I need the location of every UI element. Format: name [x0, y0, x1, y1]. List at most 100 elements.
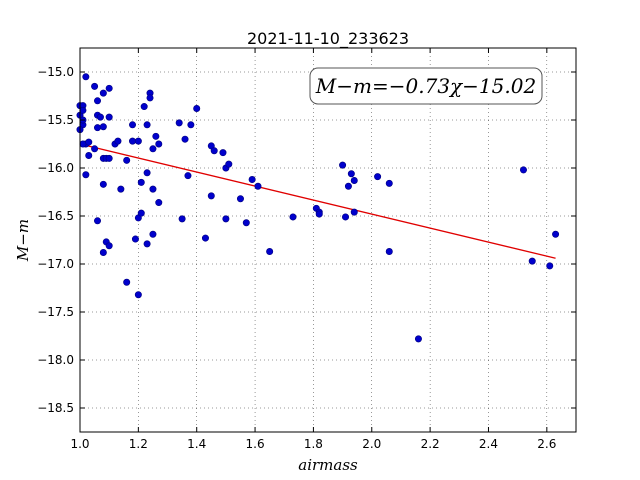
x-tick-label: 2.4	[479, 437, 498, 451]
data-point	[149, 230, 157, 238]
points-layer	[76, 73, 560, 343]
x-axis-label: airmass	[298, 456, 358, 474]
data-point	[94, 217, 102, 225]
data-point	[82, 73, 90, 81]
data-point	[99, 123, 107, 131]
data-point	[123, 156, 131, 164]
data-point	[342, 213, 350, 221]
data-point	[114, 137, 122, 145]
data-point	[94, 124, 102, 132]
data-point	[105, 242, 113, 250]
data-point	[85, 152, 93, 160]
data-point	[266, 248, 274, 256]
fit-line	[79, 143, 556, 259]
data-point	[105, 84, 113, 92]
data-point	[178, 215, 186, 223]
data-point	[242, 219, 250, 227]
data-point	[82, 171, 90, 179]
data-point	[137, 178, 145, 186]
data-point	[248, 176, 256, 184]
grid	[79, 48, 576, 432]
data-point	[91, 145, 99, 153]
fit-annotation: M−m=−0.73χ−15.02	[309, 67, 543, 105]
data-point	[94, 97, 102, 105]
data-point	[143, 240, 151, 248]
data-point	[184, 172, 192, 180]
data-point	[225, 160, 233, 168]
data-point	[528, 257, 536, 265]
data-point	[137, 209, 145, 217]
data-point	[315, 210, 323, 218]
data-point	[79, 106, 87, 114]
data-point	[155, 140, 163, 148]
data-point	[123, 278, 131, 286]
data-point	[222, 215, 230, 223]
y-tick-label: −15.0	[37, 65, 74, 79]
data-point	[117, 185, 125, 193]
data-point	[344, 182, 352, 190]
data-point	[105, 113, 113, 121]
annotation-box	[309, 67, 543, 105]
data-point	[385, 179, 393, 187]
data-point	[374, 173, 382, 181]
data-point	[236, 195, 244, 203]
data-point	[129, 121, 137, 129]
data-point	[181, 135, 189, 143]
data-point	[143, 121, 151, 129]
data-point	[339, 161, 347, 169]
data-point	[99, 180, 107, 188]
x-tick-label: 1.4	[187, 437, 206, 451]
x-tick-label: 2.2	[421, 437, 440, 451]
y-tick-label: −16.5	[37, 209, 74, 223]
x-tick-label: 1.0	[70, 437, 89, 451]
data-point	[187, 121, 195, 129]
data-point	[350, 176, 358, 184]
data-point	[201, 234, 209, 242]
data-point	[552, 230, 560, 238]
fit-layer	[79, 143, 556, 259]
ticks: 1.0 1.2 1.4 1.6 1.8 2.0 2.2 2.4 2.6 −15.0 −15.5 −16…	[37, 48, 576, 451]
data-point	[207, 192, 215, 200]
data-point	[347, 170, 355, 178]
data-point	[99, 89, 107, 97]
data-point	[152, 132, 160, 140]
data-point	[134, 137, 142, 145]
x-tick-label: 1.8	[304, 437, 323, 451]
data-point	[546, 262, 554, 270]
x-tick-label: 1.6	[246, 437, 265, 451]
data-point	[99, 248, 107, 256]
y-tick-label: −16.0	[37, 161, 74, 175]
data-point	[96, 113, 104, 121]
data-point	[146, 94, 154, 102]
data-point	[129, 137, 137, 145]
data-point	[175, 119, 183, 127]
plot-area	[76, 47, 577, 433]
chart-title: 2021-11-10_233623	[247, 29, 409, 49]
plot-frame	[79, 47, 577, 433]
x-tick-label: 1.2	[129, 437, 148, 451]
data-point	[210, 147, 218, 155]
data-point	[91, 82, 99, 90]
data-point	[385, 248, 393, 256]
data-point	[155, 199, 163, 207]
data-point	[85, 138, 93, 146]
y-tick-label: −17.5	[37, 305, 74, 319]
y-axis-label: M−m	[14, 219, 32, 262]
y-tick-label: −15.5	[37, 113, 74, 127]
plot-background	[80, 48, 576, 432]
data-point	[131, 235, 139, 243]
data-point	[149, 185, 157, 193]
y-tick-label: −18.5	[37, 401, 74, 415]
data-point	[289, 213, 297, 221]
data-point	[219, 149, 227, 157]
annotation-text: M−m=−0.73χ−15.02	[315, 74, 536, 98]
x-tick-label: 2.0	[362, 437, 381, 451]
data-point	[519, 166, 527, 174]
data-point	[149, 145, 157, 153]
x-tick-label: 2.6	[537, 437, 556, 451]
data-point	[414, 335, 422, 343]
y-tick-label: −17.0	[37, 257, 74, 271]
data-point	[140, 103, 148, 111]
y-tick-label: −18.0	[37, 353, 74, 367]
